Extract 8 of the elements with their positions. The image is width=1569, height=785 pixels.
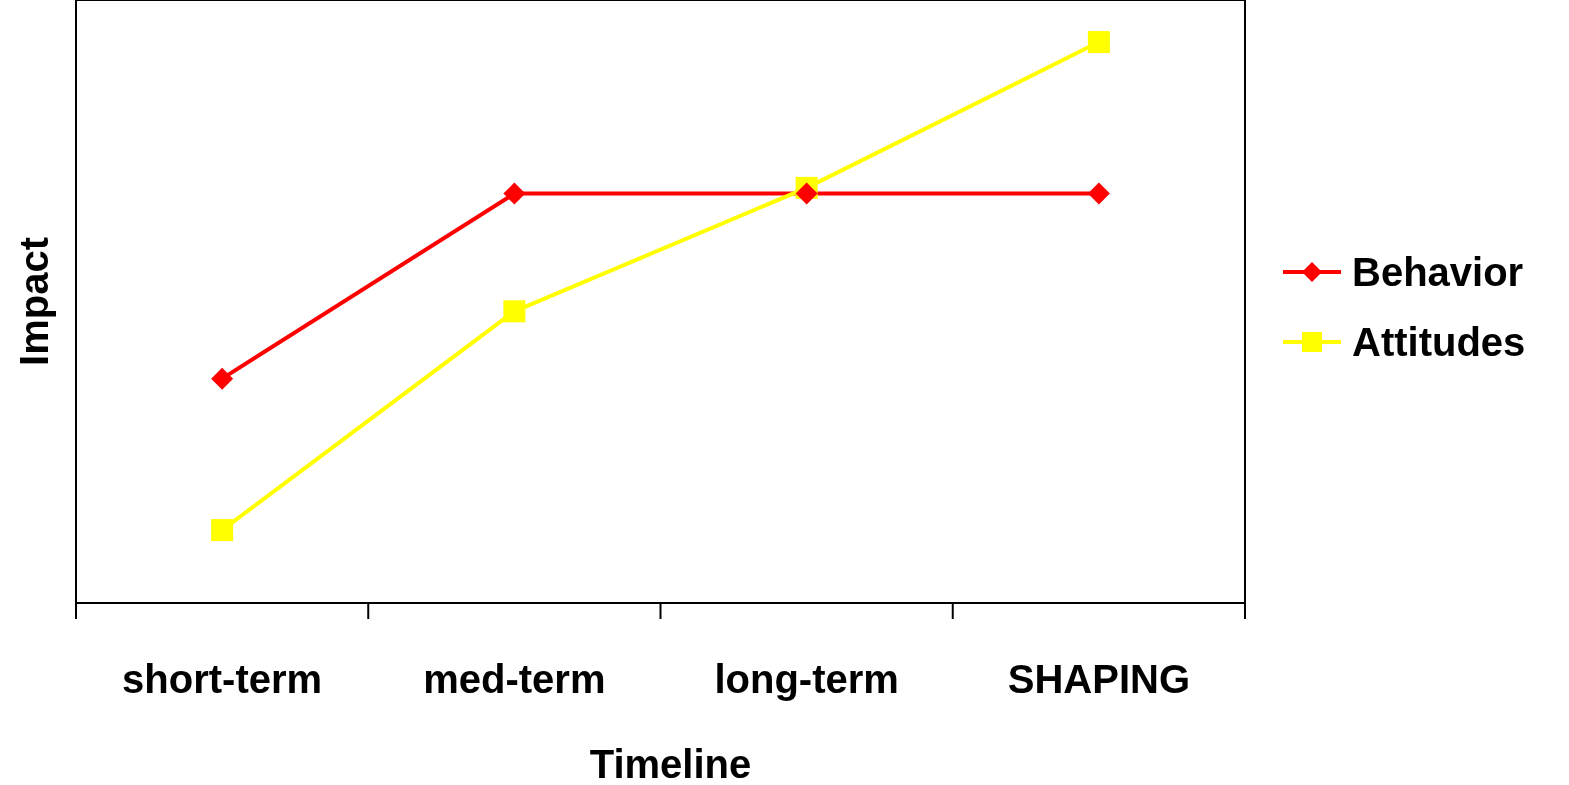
x-axis-title: Timeline — [589, 742, 752, 785]
x-tick-label: SHAPING — [1007, 657, 1190, 701]
legend-label: Behavior — [1352, 250, 1524, 294]
x-tick-label: short-term — [122, 657, 323, 701]
legend-label: Attitudes — [1352, 320, 1526, 364]
x-tick-label: long-term — [714, 657, 899, 701]
y-axis-title: Impact — [12, 237, 56, 366]
x-tick-label: med-term — [423, 657, 606, 701]
